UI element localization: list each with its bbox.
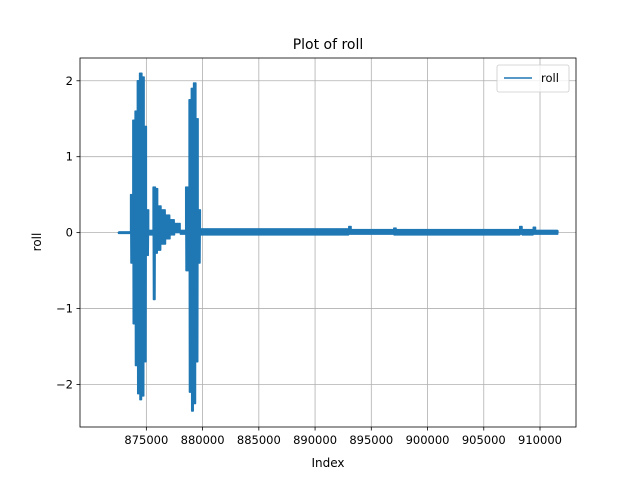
legend-box — [496, 64, 570, 93]
x-tick-label: 880000 — [181, 433, 225, 447]
x-tick-label: 895000 — [349, 433, 393, 447]
y-tick-label: 2 — [66, 74, 73, 88]
legend-label-roll: roll — [541, 71, 559, 85]
y-tick-label: 0 — [66, 226, 73, 240]
y-axis-ticks: −2 −1 0 1 2 — [56, 74, 80, 391]
y-tick-label: −1 — [56, 302, 73, 316]
x-tick-label: 890000 — [293, 433, 337, 447]
chart-title: Plot of roll — [293, 37, 364, 53]
legend: roll — [496, 64, 570, 93]
x-axis-label: Index — [311, 456, 344, 470]
x-tick-label: 905000 — [462, 433, 506, 447]
y-axis-label: roll — [30, 233, 44, 252]
y-tick-label: −2 — [56, 377, 73, 391]
y-tick-label: 1 — [66, 150, 73, 164]
x-tick-label: 875000 — [124, 433, 168, 447]
x-axis-ticks: 875000 880000 885000 890000 895000 900000 9050… — [124, 427, 562, 447]
plot-area-frame — [79, 57, 577, 428]
x-tick-label: 885000 — [237, 433, 281, 447]
series-line-roll — [117, 72, 559, 412]
series-roll — [117, 72, 559, 412]
x-tick-label: 910000 — [518, 433, 562, 447]
x-tick-label: 900000 — [406, 433, 450, 447]
